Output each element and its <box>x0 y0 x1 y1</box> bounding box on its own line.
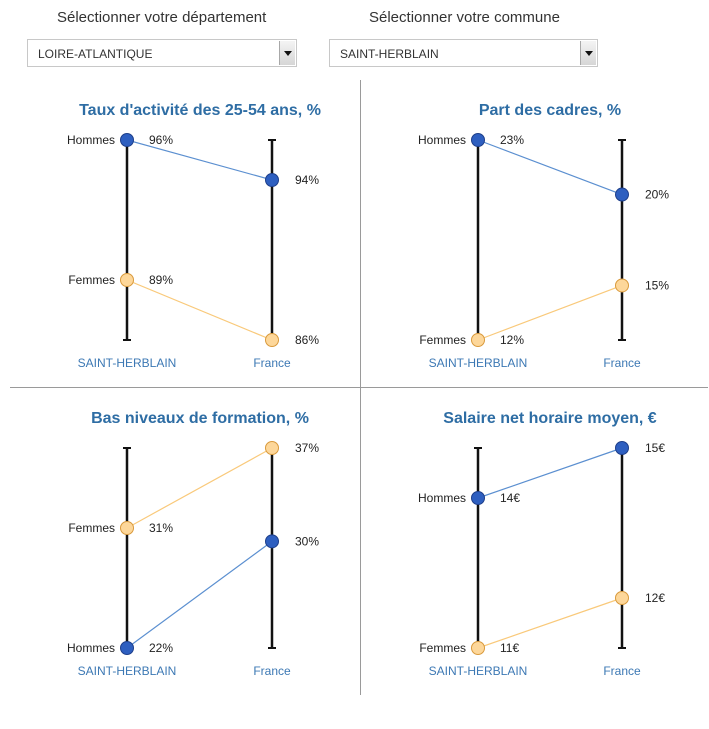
chart-panel-3 <box>123 447 276 649</box>
slope-line-hommes <box>126 540 273 649</box>
chevron-down-icon[interactable] <box>279 41 295 65</box>
value-label-femmes-local: 89% <box>149 273 173 287</box>
series-label-femmes: Femmes <box>68 521 115 535</box>
chart-title: Taux d'activité des 25-54 ans, % <box>79 102 321 119</box>
value-label-hommes-france: 30% <box>295 534 319 548</box>
france-axis-label: France <box>603 664 641 678</box>
value-label-hommes-france: 94% <box>295 173 319 187</box>
value-label-femmes-local: 12% <box>500 333 524 347</box>
value-label-hommes-france: 15€ <box>645 441 665 455</box>
horizontal-divider <box>10 387 708 388</box>
point-femmes-local <box>120 273 134 287</box>
point-femmes-local <box>471 641 485 655</box>
point-hommes-france <box>615 441 629 455</box>
slope-line-femmes <box>126 279 273 341</box>
value-label-femmes-local: 31% <box>149 521 173 535</box>
point-femmes-france <box>265 333 279 347</box>
point-femmes-france <box>615 278 629 293</box>
point-hommes-local <box>120 641 134 655</box>
value-label-femmes-france: 15% <box>645 278 669 292</box>
value-label-hommes-france: 20% <box>645 188 669 202</box>
local-axis-label: SAINT-HERBLAIN <box>429 664 528 678</box>
local-axis-label: SAINT-HERBLAIN <box>78 664 177 678</box>
value-label-hommes-local: 96% <box>149 133 173 147</box>
france-axis-label: France <box>603 356 641 370</box>
value-label-femmes-france: 12€ <box>645 591 665 605</box>
department-select[interactable]: LOIRE-ATLANTIQUE <box>27 39 297 67</box>
value-label-femmes-local: 11€ <box>500 641 519 655</box>
chart-panel-2 <box>474 139 626 341</box>
series-label-hommes: Hommes <box>418 491 466 505</box>
slope-line-femmes <box>477 284 623 341</box>
point-femmes-france <box>615 591 629 605</box>
series-label-hommes: Hommes <box>67 641 115 655</box>
point-femmes-local <box>120 521 134 535</box>
chart-title: Salaire net horaire moyen, € <box>443 410 657 427</box>
france-axis-label: France <box>253 356 291 370</box>
department-label: Sélectionner votre département <box>57 9 267 26</box>
series-label-femmes: Femmes <box>419 641 466 655</box>
value-label-femmes-france: 86% <box>295 333 319 347</box>
series-label-hommes: Hommes <box>418 133 466 147</box>
vertical-divider <box>360 80 361 695</box>
chart-title: Bas niveaux de formation, % <box>91 410 309 427</box>
chart-title: Part des cadres, % <box>479 102 621 119</box>
local-axis-label: SAINT-HERBLAIN <box>429 356 528 370</box>
point-hommes-local <box>471 133 485 147</box>
slope-line-femmes <box>126 447 273 529</box>
chart-panel-4 <box>474 447 626 649</box>
commune-select-value: SAINT-HERBLAIN <box>340 47 439 61</box>
local-axis-label: SAINT-HERBLAIN <box>78 356 177 370</box>
series-label-hommes: Hommes <box>67 133 115 147</box>
value-label-hommes-local: 22% <box>149 641 173 655</box>
slope-line-hommes <box>477 447 623 499</box>
point-hommes-france <box>265 173 279 187</box>
chevron-down-icon[interactable] <box>580 41 596 65</box>
point-femmes-local <box>471 333 485 347</box>
france-axis-label: France <box>253 664 291 678</box>
point-hommes-france <box>615 187 629 202</box>
point-hommes-local <box>120 133 134 147</box>
point-hommes-france <box>265 534 279 549</box>
series-label-femmes: Femmes <box>419 333 466 347</box>
value-label-femmes-france: 37% <box>295 441 319 455</box>
point-hommes-local <box>471 491 485 505</box>
commune-label: Sélectionner votre commune <box>369 9 560 26</box>
slope-line-hommes <box>126 139 273 181</box>
department-select-value: LOIRE-ATLANTIQUE <box>38 47 153 61</box>
series-label-femmes: Femmes <box>68 273 115 287</box>
slope-line-hommes <box>477 139 623 196</box>
commune-select[interactable]: SAINT-HERBLAIN <box>329 39 598 67</box>
value-label-hommes-local: 14€ <box>500 491 520 505</box>
value-label-hommes-local: 23% <box>500 133 524 147</box>
slope-line-femmes <box>477 597 623 649</box>
point-femmes-france <box>265 441 279 455</box>
